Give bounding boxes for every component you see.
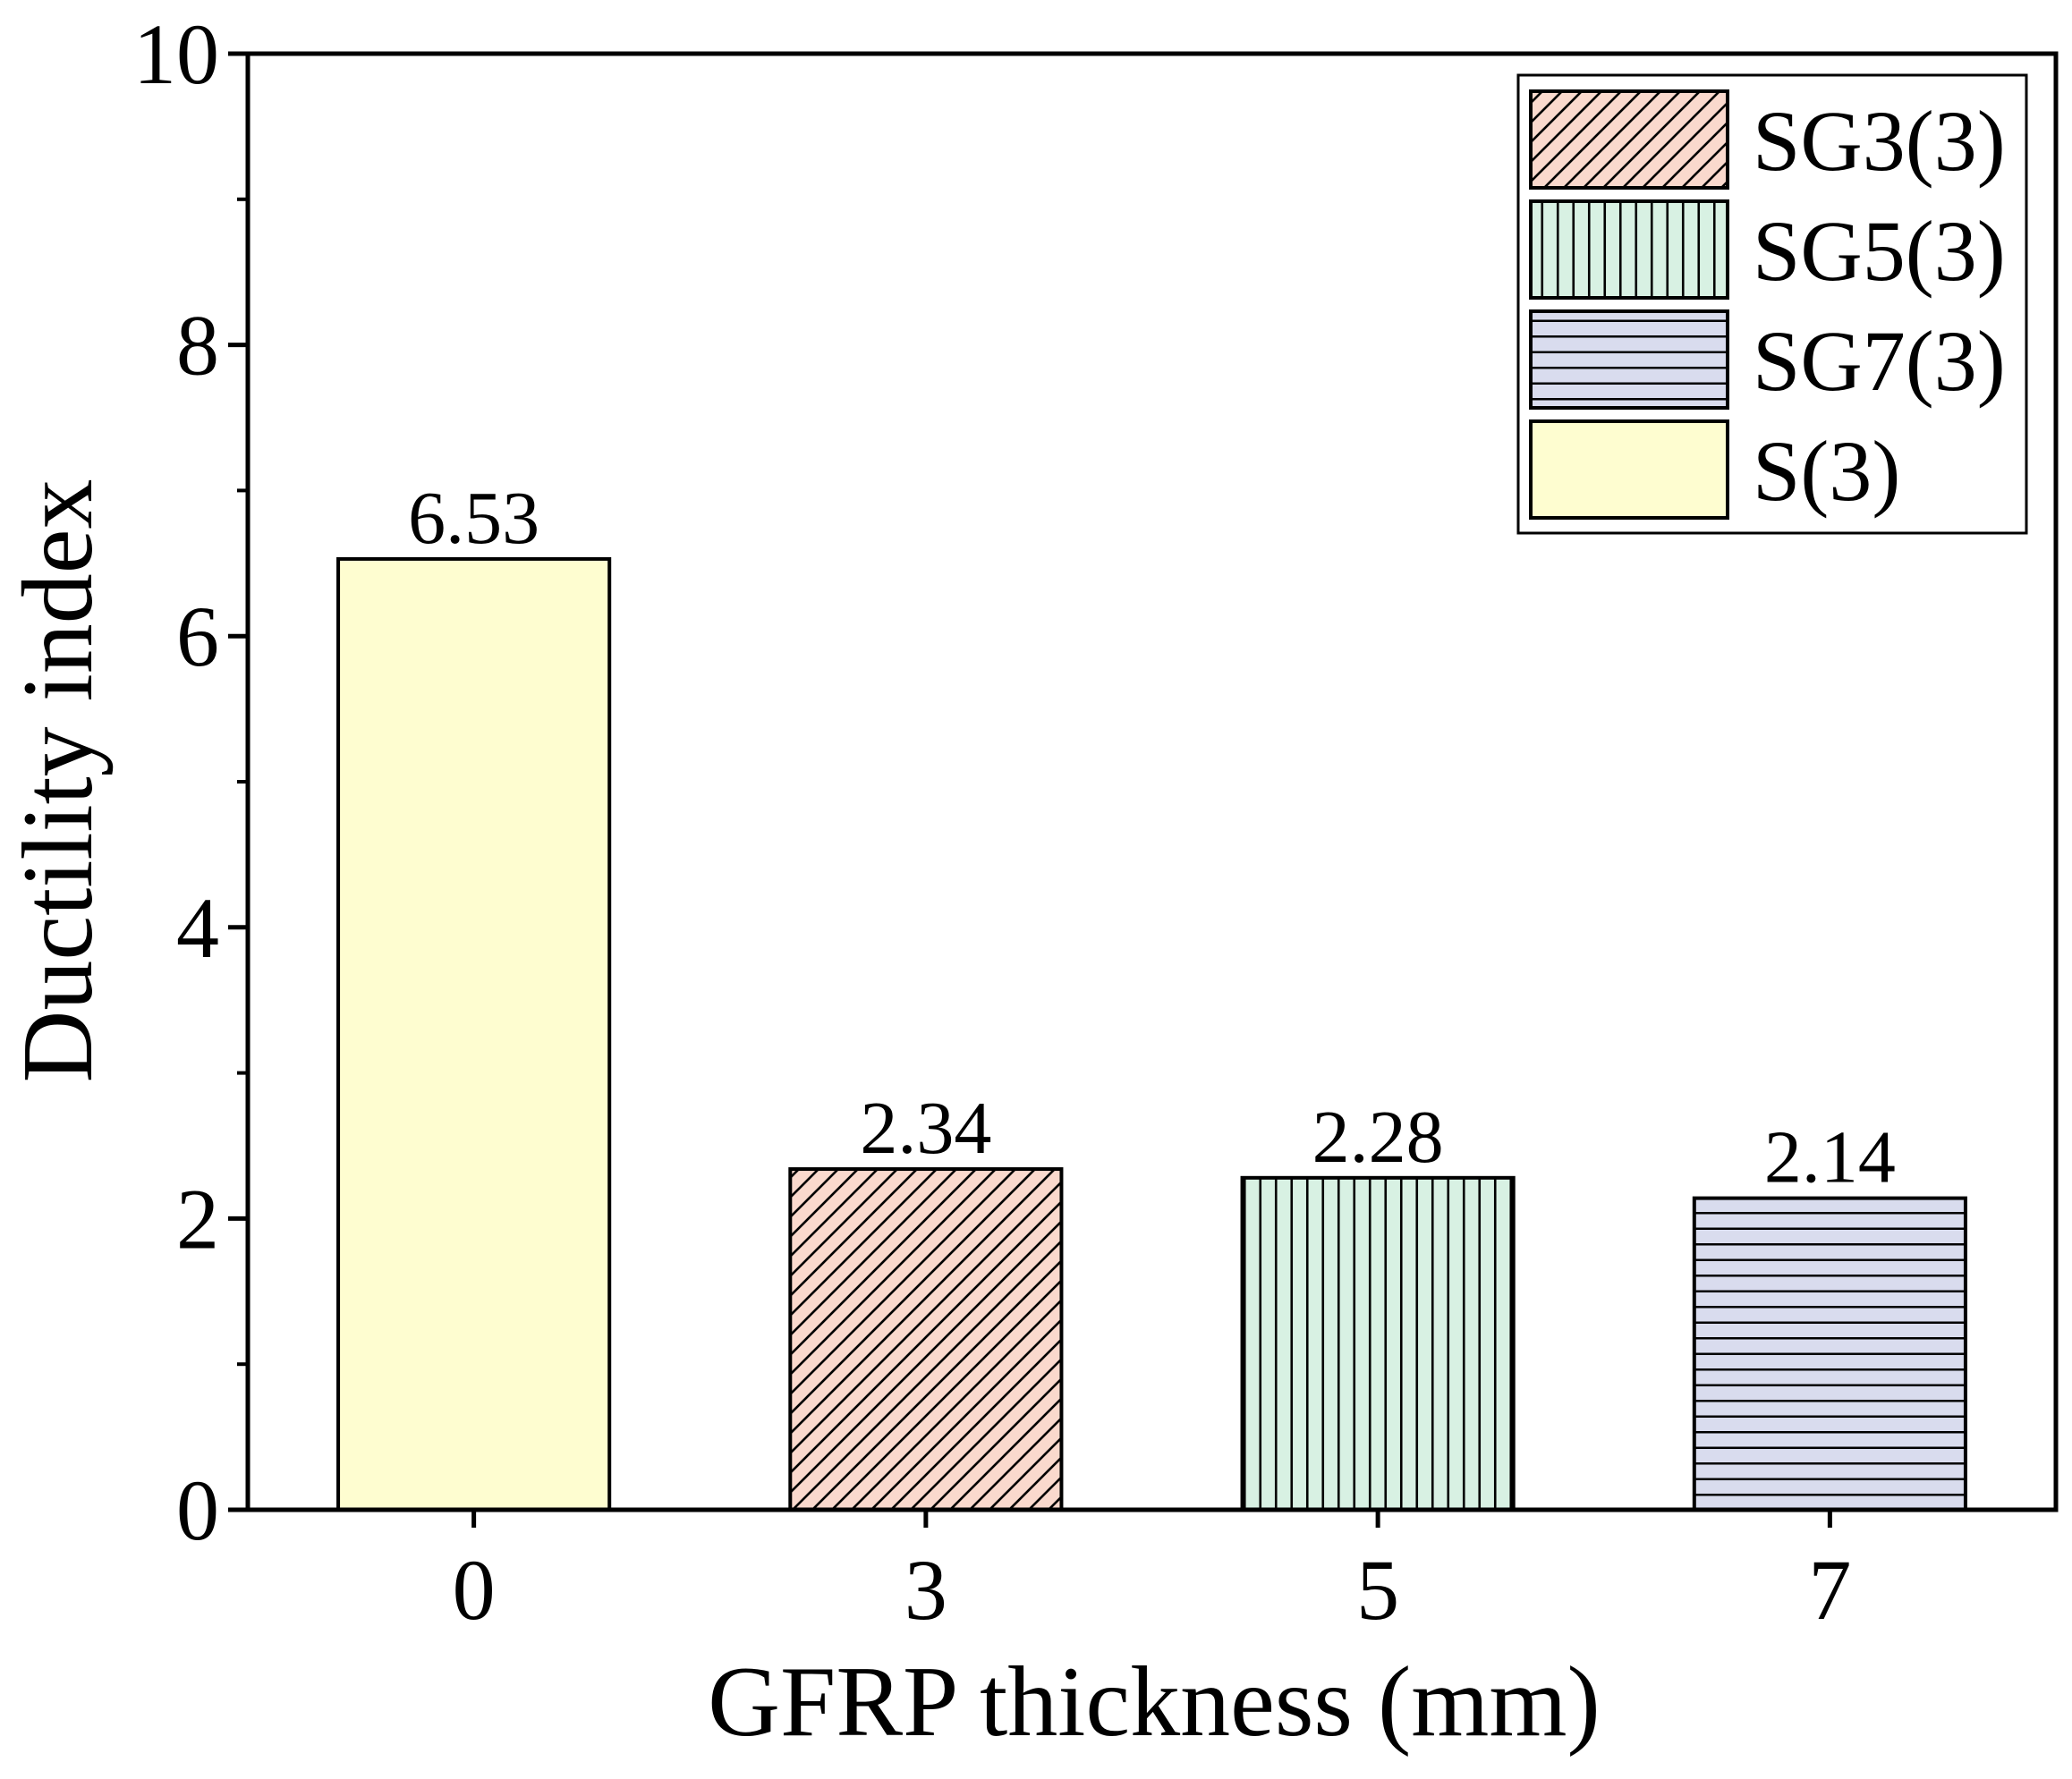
bar-5 [1240,1175,1516,1512]
y-tick-label: 4 [176,880,219,976]
x-tick-label-7: 7 [1808,1542,1851,1638]
y-axis-label: Ductility index [3,479,114,1082]
legend-label-SG5(3): SG5(3) [1753,203,2006,299]
legend-label-SG7(3): SG7(3) [1753,313,2006,409]
bar-3 [788,1167,1064,1512]
legend-label-SG3(3): SG3(3) [1753,93,2006,189]
y-tick-label: 0 [176,1462,219,1558]
bar-7 [1692,1196,1967,1512]
x-tick-label-3: 3 [904,1542,947,1638]
bar-0 [336,556,612,1512]
legend-swatch-SG3(3) [1529,89,1729,190]
legend-swatch-SG7(3) [1529,309,1729,410]
y-tick-label: 6 [176,589,219,684]
data-label-7: 2.14 [1764,1116,1896,1199]
y-tick-label: 8 [176,298,219,394]
data-label-0: 6.53 [408,477,539,560]
legend-swatch-S(3) [1529,419,1729,520]
y-tick-label: 10 [133,6,219,102]
x-tick-label-5: 5 [1356,1542,1399,1638]
y-tick-label: 2 [176,1171,219,1266]
legend-label-S(3): S(3) [1753,423,1900,519]
data-label-5: 2.28 [1312,1096,1444,1179]
x-tick-label-0: 0 [453,1542,496,1638]
data-label-3: 2.34 [860,1087,991,1170]
legend-swatch-SG5(3) [1529,199,1729,300]
x-axis-label: GFRP thickness (mm) [708,1647,1601,1758]
